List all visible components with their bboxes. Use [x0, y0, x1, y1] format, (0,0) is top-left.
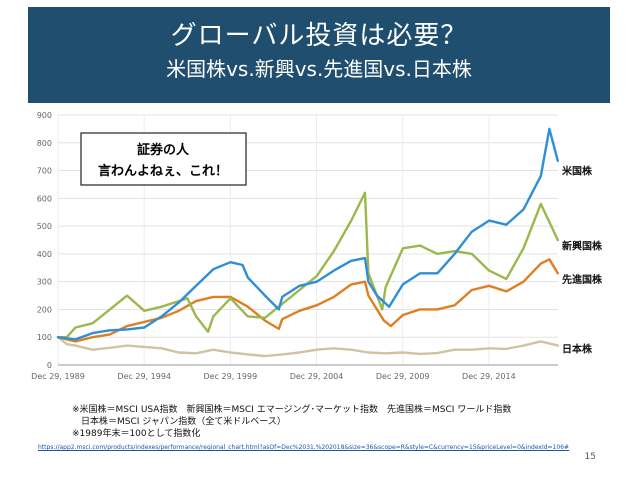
- x-tick-label: Dec 29, 2009: [376, 372, 430, 381]
- slide-subtitle: 米国株vs.新興vs.先進国vs.日本株: [166, 57, 472, 81]
- x-tick-label: Dec 29, 1999: [204, 372, 258, 381]
- note-line-1: ※米国株＝MSCI USA指数 新興国株＝MSCI エマージング･マーケット指数…: [72, 405, 512, 415]
- series-label: 新興国株: [562, 240, 603, 253]
- source-link[interactable]: https://app2.msci.com/products/indexes/p…: [38, 444, 570, 451]
- slide-title: グローバル投資は必要？: [170, 21, 468, 51]
- x-tick-label: Dec 29, 2014: [462, 372, 516, 381]
- series-line: [56, 335, 559, 358]
- chart-notes: ※米国株＝MSCI USA指数 新興国株＝MSCI エマージング･マーケット指数…: [72, 404, 612, 440]
- y-tick-label: 400: [37, 250, 52, 259]
- x-tick-label: Dec 29, 2004: [290, 372, 344, 381]
- series-line: [56, 127, 559, 341]
- note-line-2: 日本株＝MSCI ジャパン指数（全て米ドルベース）: [72, 417, 286, 427]
- y-tick-label: 300: [37, 278, 52, 287]
- y-tick-label: 600: [37, 194, 52, 203]
- y-tick-label: 800: [37, 139, 52, 148]
- series-label: 米国株: [562, 165, 593, 178]
- series-label: 日本株: [562, 342, 593, 355]
- y-tick-label: 0: [47, 361, 52, 370]
- x-tick-label: Dec 29, 1994: [117, 372, 171, 381]
- y-tick-label: 200: [37, 305, 52, 314]
- series-line: [56, 191, 559, 339]
- line-chart: 0 100 200 300 400 500 600 700 800 900 Dec 29, 198…: [31, 111, 603, 381]
- callout-box: 証券の人 言わんよねぇ、これ！: [80, 132, 247, 186]
- y-tick-label: 900: [37, 111, 52, 120]
- note-line-3: ※1989年末＝100として指数化: [72, 429, 201, 439]
- series-line: [56, 258, 559, 343]
- series-label: 先進国株: [562, 273, 603, 286]
- y-tick-label: 700: [37, 167, 52, 176]
- x-tick-label: Dec 29, 1989: [31, 372, 85, 381]
- callout-text-1: 証券の人: [137, 142, 190, 158]
- page-number: 15: [584, 452, 596, 462]
- y-tick-label: 500: [37, 222, 52, 231]
- title-bar: グローバル投資は必要？ 米国株vs.新興vs.先進国vs.日本株: [28, 7, 610, 103]
- callout-text-2: 言わんよねぇ、これ！: [98, 163, 228, 179]
- x-axis-ticks: Dec 29, 1989 Dec 29, 1994 Dec 29, 1999 Dec …: [31, 372, 516, 381]
- series-lines: [56, 127, 559, 358]
- y-tick-label: 100: [37, 333, 52, 342]
- y-axis-ticks: 0 100 200 300 400 500 600 700 800 900: [37, 111, 52, 370]
